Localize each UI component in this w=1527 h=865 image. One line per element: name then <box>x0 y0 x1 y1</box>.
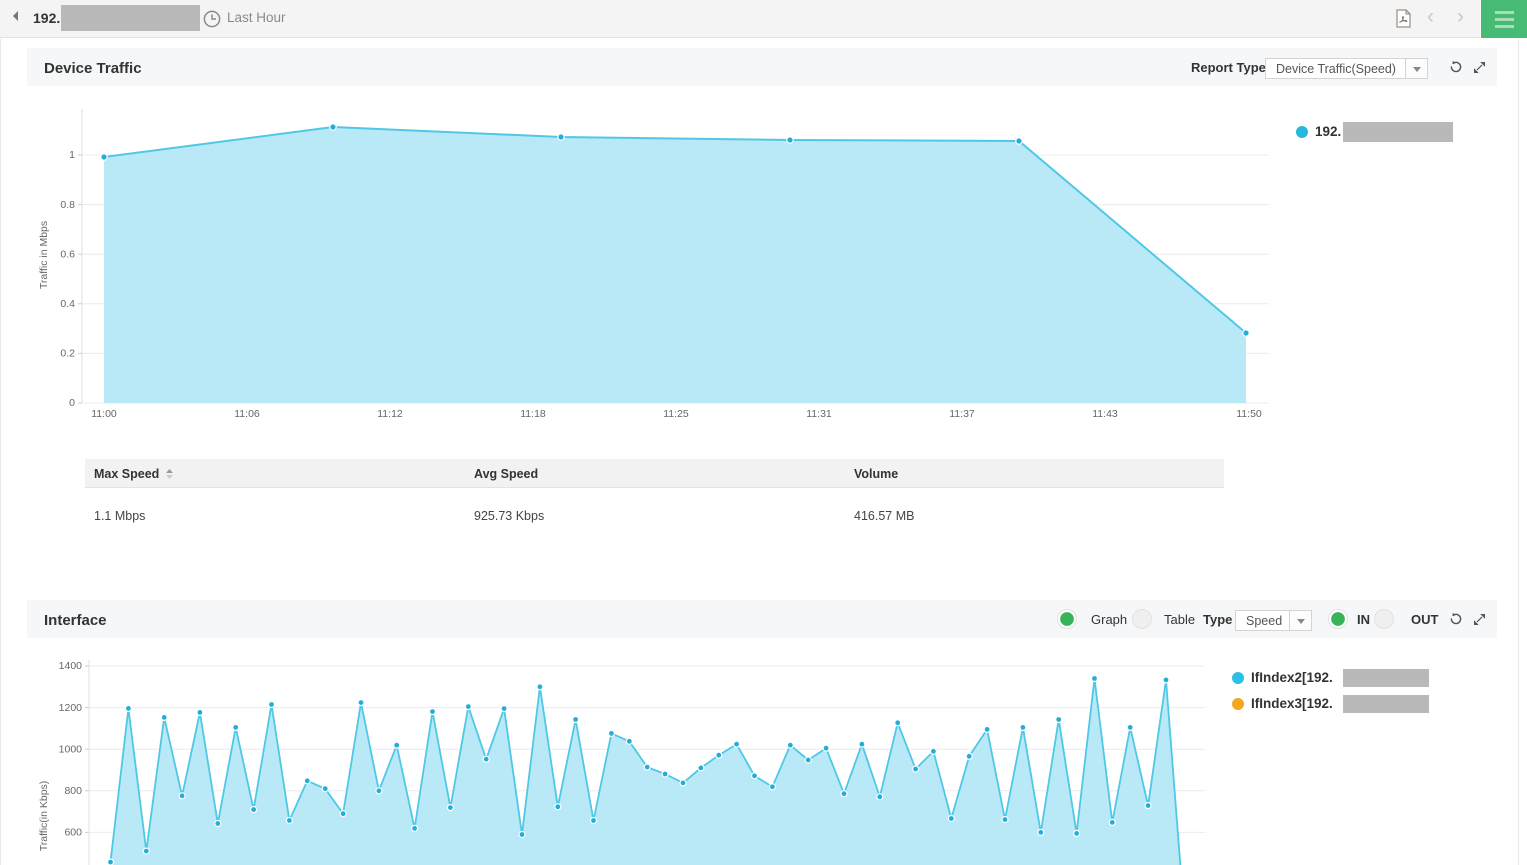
svg-text:11:18: 11:18 <box>520 408 546 420</box>
svg-text:0.2: 0.2 <box>60 348 75 360</box>
svg-text:11:06: 11:06 <box>234 408 260 420</box>
svg-text:1200: 1200 <box>59 702 83 714</box>
svg-text:11:12: 11:12 <box>377 408 403 420</box>
svg-text:11:43: 11:43 <box>1092 408 1118 420</box>
svg-text:600: 600 <box>64 827 82 839</box>
svg-text:0.8: 0.8 <box>60 199 75 211</box>
svg-text:1000: 1000 <box>59 743 83 755</box>
svg-text:11:50: 11:50 <box>1236 408 1262 420</box>
svg-text:11:00: 11:00 <box>91 408 117 420</box>
svg-text:1400: 1400 <box>59 660 83 672</box>
svg-text:800: 800 <box>64 785 82 797</box>
svg-text:1: 1 <box>69 149 75 161</box>
svg-text:11:31: 11:31 <box>806 408 832 420</box>
svg-text:11:25: 11:25 <box>663 408 689 420</box>
svg-text:0.4: 0.4 <box>60 298 75 310</box>
svg-text:Traffic(in Kbps): Traffic(in Kbps) <box>38 781 50 852</box>
svg-text:Traffic in Mbps: Traffic in Mbps <box>38 221 50 289</box>
svg-text:0.6: 0.6 <box>60 248 75 260</box>
svg-text:11:37: 11:37 <box>949 408 975 420</box>
svg-text:0: 0 <box>69 397 75 409</box>
